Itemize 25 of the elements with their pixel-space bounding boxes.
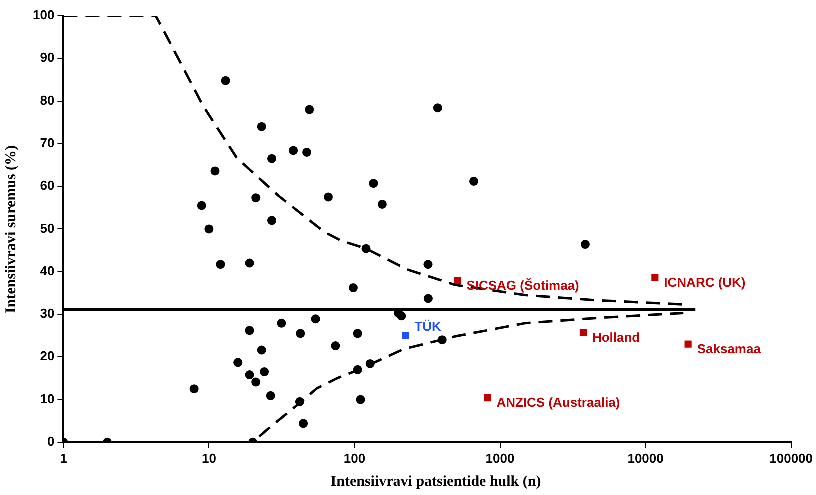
y-tick-label: 20 [40,348,55,364]
y-tick-label: 60 [40,178,55,194]
data-label: ICNARC (UK) [664,274,746,290]
x-axis-title: Intensiivravi patsientide hulk (n) [330,474,542,491]
x-tick-label: 100 [344,450,366,466]
y-tick-label: 0 [47,434,55,449]
y-axis-title: Intensiivravi suremus (%) [4,144,20,314]
x-tick-label: 100000 [770,450,814,466]
x-tick-label: 1 [60,450,68,466]
data-label: SICSAG (Šotimaa) [466,278,580,293]
x-tick-label: 10000 [628,450,664,466]
y-tick-label: 10 [40,391,55,406]
y-tick-label: 80 [40,92,55,108]
y-tick-label: 70 [40,136,55,150]
data-label: Holland [592,330,640,345]
y-tick-label: 40 [40,263,55,278]
data-label: ANZICS (Austraalia) [496,395,620,410]
x-tick-label: 10 [202,450,216,466]
y-tick-label: 100 [32,8,55,23]
x-tick-label: 1000 [486,450,515,466]
data-label: TÜK [414,318,442,334]
y-tick-label: 90 [40,50,55,66]
y-tick-label: 30 [40,306,55,322]
data-label: Saksamaa [697,341,762,356]
y-tick-label: 50 [40,220,55,236]
